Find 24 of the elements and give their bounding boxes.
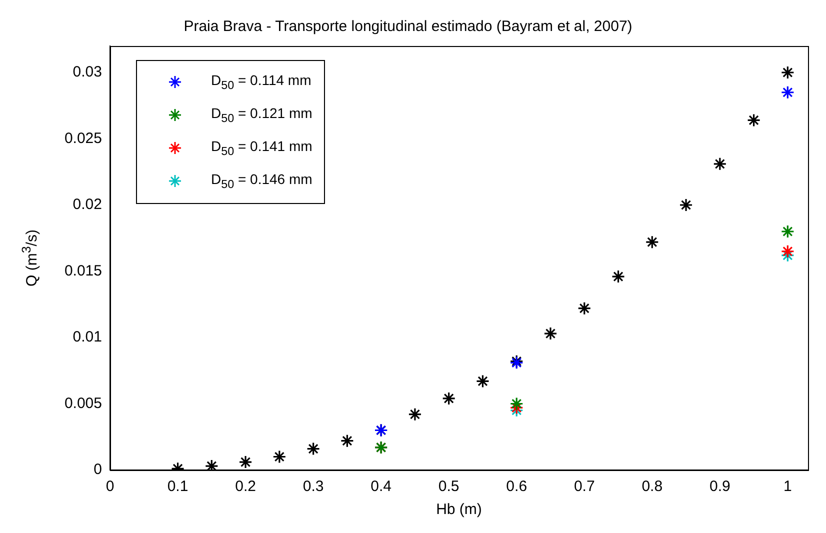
chart-title: Praia Brava - Transporte longitudinal estimado (Bayram et al, 2007) [184, 18, 632, 36]
x-tick-label: 0.9 [709, 478, 730, 496]
x-tick-label: 1 [784, 478, 792, 496]
y-tick-label: 0.015 [64, 262, 102, 280]
x-tick-label: 0.6 [506, 478, 528, 496]
x-tick-label: 0.4 [370, 478, 392, 496]
x-tick-label: 0.7 [574, 478, 595, 496]
legend-label: D$_{50}$ = 0.141 mm [211, 138, 312, 158]
y-tick-label: 0.01 [72, 328, 102, 346]
legend-label: D$_{50}$ = 0.146 mm [211, 170, 312, 190]
x-tick-label: 0.5 [438, 478, 460, 496]
y-tick-label: 0.025 [64, 130, 102, 147]
y-tick-label: 0.005 [64, 394, 102, 412]
x-axis-title: Hb (m) [436, 501, 482, 518]
y-tick-label: 0.03 [72, 64, 102, 81]
legend-label: D$_{50}$ = 0.114 mm [211, 72, 312, 92]
x-tick-label: 0.8 [642, 478, 663, 496]
x-tick-label: 0.3 [302, 478, 324, 496]
x-tick-label: 0.1 [167, 478, 188, 496]
x-tick-label: 0.2 [235, 478, 256, 496]
x-tick-label: 0 [106, 478, 114, 496]
y-tick-label: 0.02 [72, 196, 102, 214]
legend-label: D$_{50}$ = 0.121 mm [211, 104, 312, 124]
y-tick-label: 0 [94, 461, 102, 478]
